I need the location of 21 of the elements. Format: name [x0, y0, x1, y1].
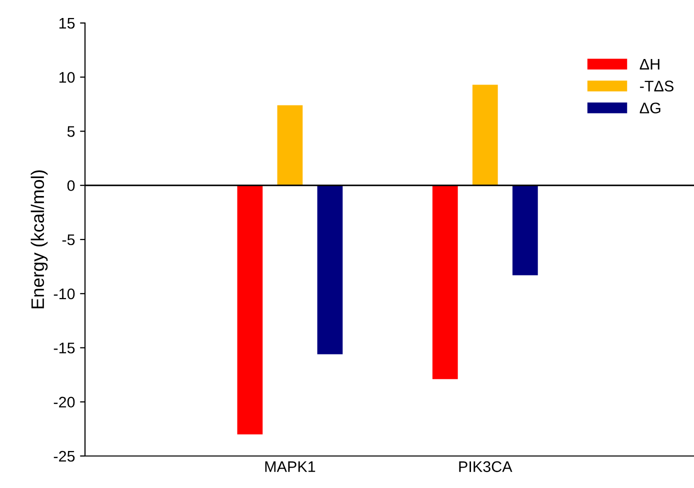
y-tick-label: -20 [54, 396, 75, 408]
x-tick-label: MAPK1 [265, 461, 316, 472]
bar [237, 185, 263, 434]
y-tick-label: -15 [54, 342, 75, 354]
y-tick-label: -25 [54, 450, 75, 462]
legend-label: -TΔS [640, 80, 674, 92]
y-tick-label: 0 [67, 180, 75, 192]
legend-label: ΔH [640, 58, 660, 70]
y-tick-label: -10 [54, 288, 75, 300]
x-tick-label: PIK3CA [459, 461, 512, 472]
legend-label: ΔG [640, 102, 660, 114]
y-axis-title: Energy (kcal/mol) [30, 170, 48, 308]
bar [512, 185, 538, 276]
y-tick-label: 15 [59, 18, 75, 29]
y-tick-label: 10 [59, 72, 75, 83]
bar [317, 185, 343, 354]
bar [432, 185, 458, 380]
y-tick-label: -5 [62, 234, 75, 246]
bar [277, 105, 303, 186]
bar [472, 84, 498, 186]
y-tick-label: 5 [67, 126, 75, 137]
